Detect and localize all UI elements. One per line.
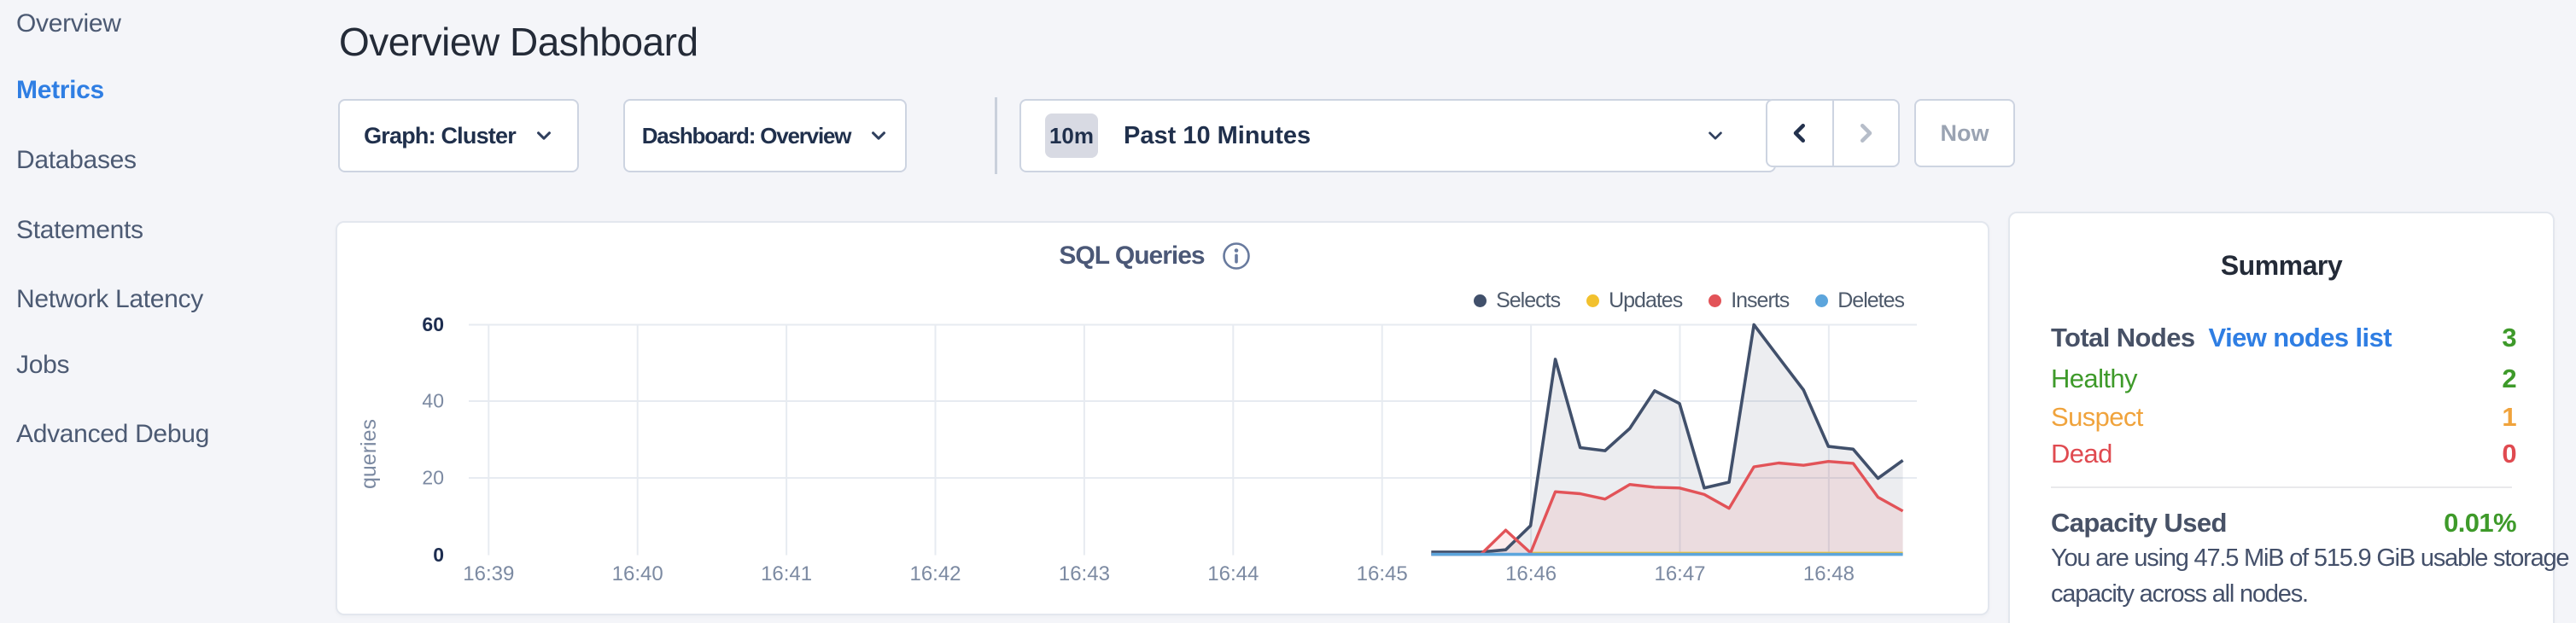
- svg-text:0: 0: [433, 544, 444, 566]
- svg-text:40: 40: [422, 390, 444, 412]
- svg-text:16:45: 16:45: [1357, 562, 1408, 585]
- svg-text:16:48: 16:48: [1803, 562, 1855, 585]
- svg-text:queries: queries: [357, 419, 381, 489]
- svg-text:20: 20: [422, 467, 444, 489]
- svg-text:16:46: 16:46: [1505, 562, 1557, 585]
- svg-text:16:42: 16:42: [909, 562, 961, 585]
- svg-text:60: 60: [422, 313, 444, 335]
- svg-text:16:40: 16:40: [612, 562, 663, 585]
- svg-text:16:39: 16:39: [463, 562, 514, 585]
- svg-text:16:47: 16:47: [1654, 562, 1705, 585]
- svg-text:16:44: 16:44: [1207, 562, 1259, 585]
- svg-text:16:41: 16:41: [761, 562, 812, 585]
- svg-text:16:43: 16:43: [1059, 562, 1110, 585]
